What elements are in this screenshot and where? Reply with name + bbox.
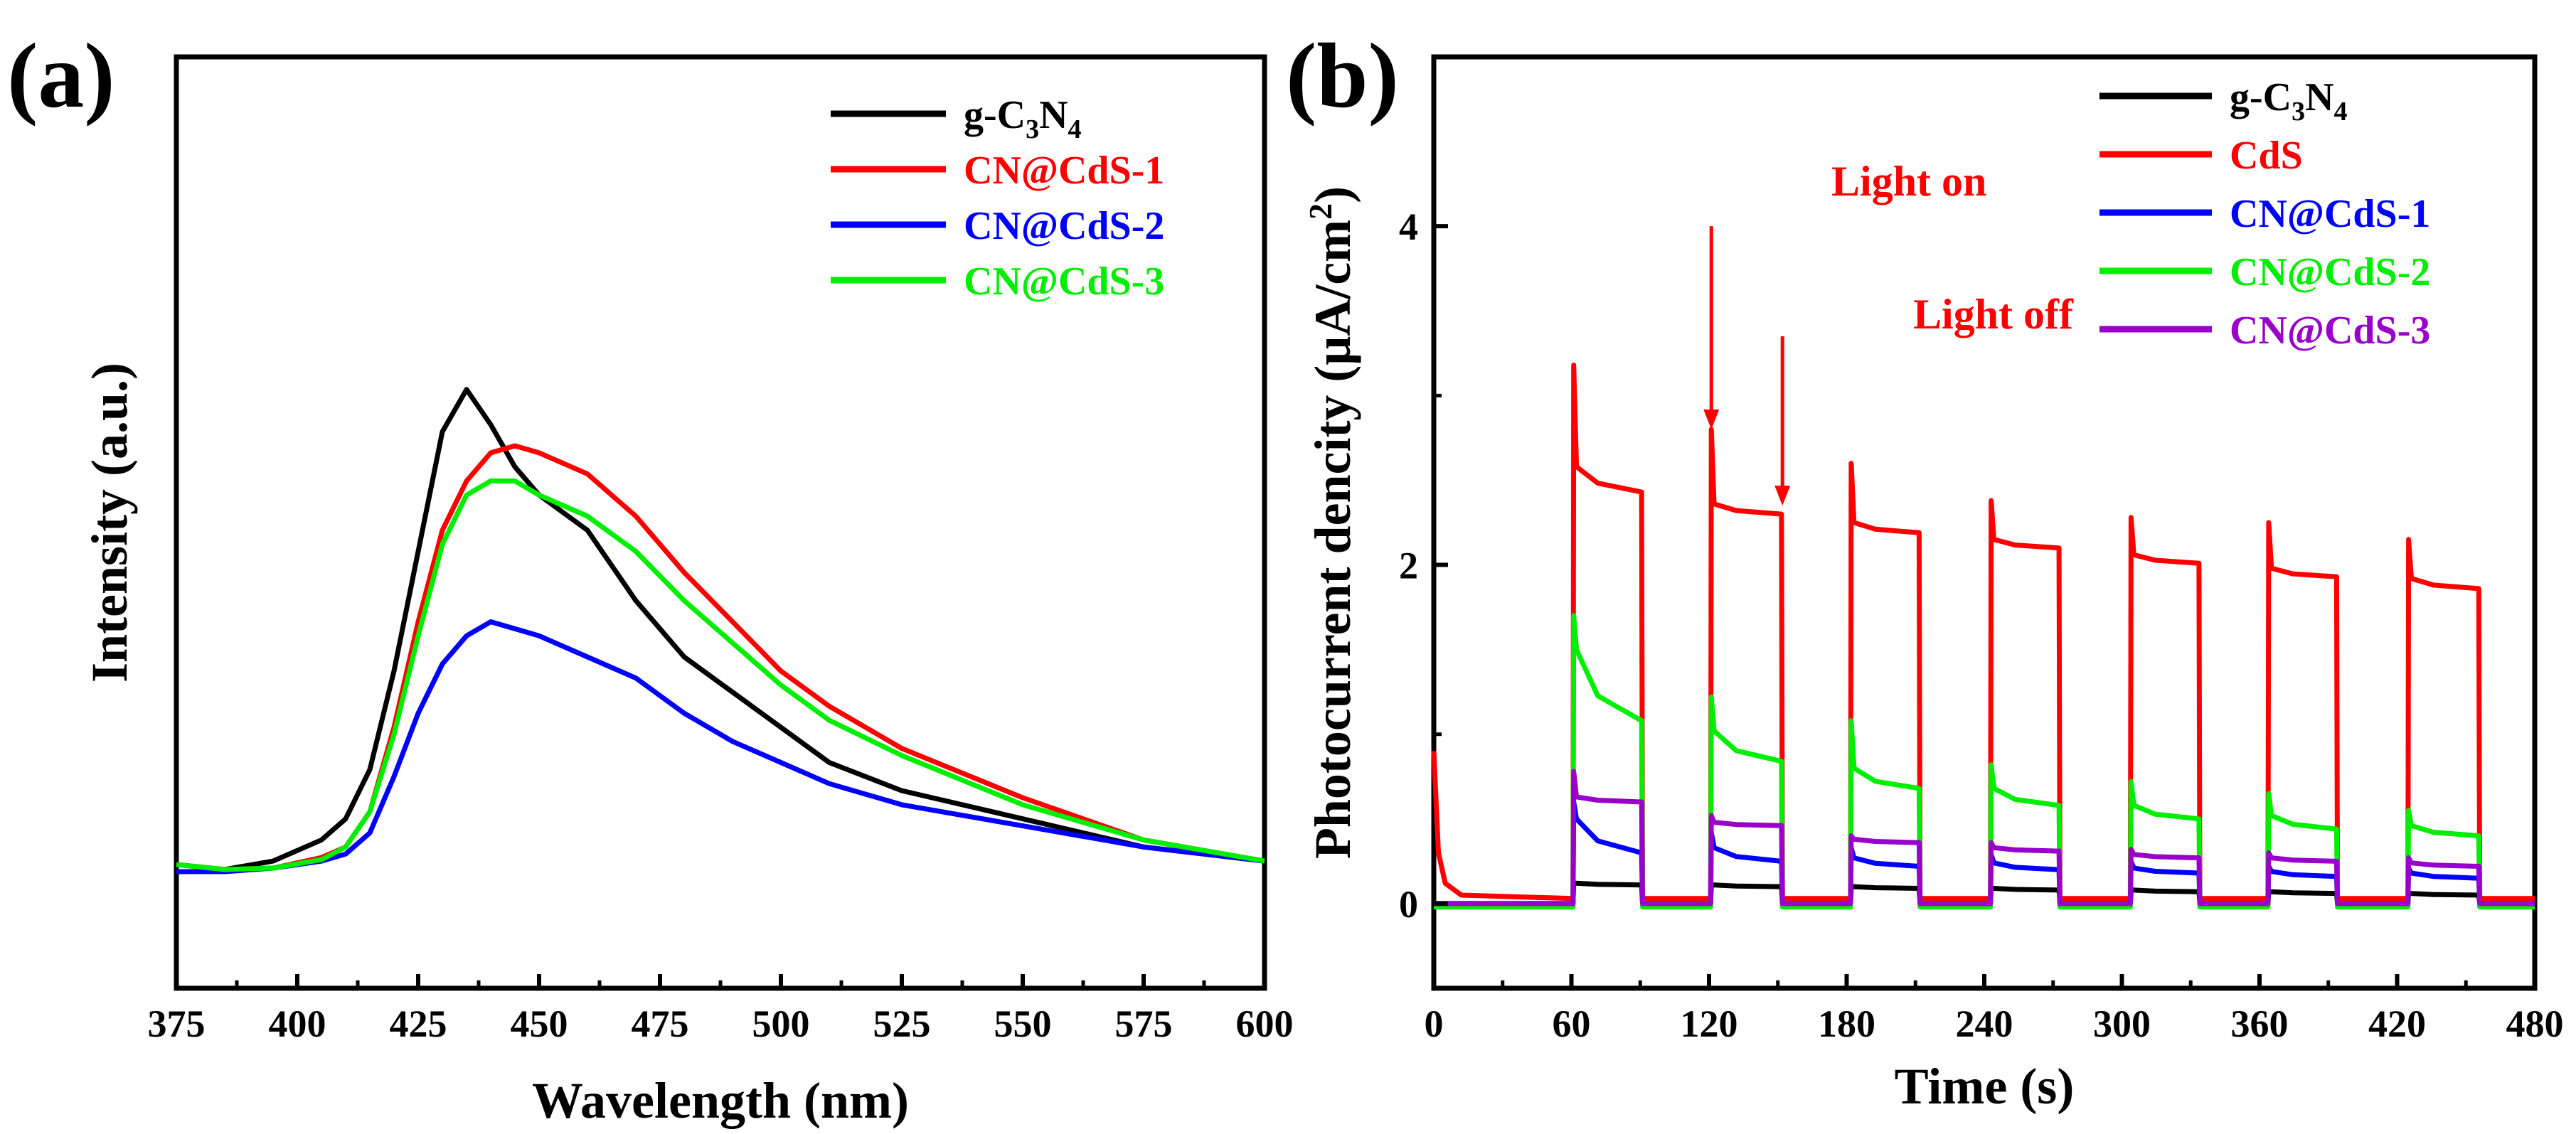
x-tick-label: 480	[2506, 1002, 2564, 1045]
series-line-cn-cds-1	[1434, 799, 2535, 906]
x-tick-label: 0	[1425, 1002, 1444, 1045]
series-line-cn-cds-2	[176, 619, 1265, 874]
y-axis-label-b-sup: 2	[1302, 203, 1338, 220]
x-ticks-a: 375 400 425 450 475 500 525 550 575 600	[148, 974, 1294, 1045]
annotations-b: Light on Light off	[1703, 158, 2074, 506]
x-tick-label: 375	[148, 1002, 206, 1045]
x-tick-label: 450	[511, 1002, 568, 1045]
annotation-light-on: Light on	[1831, 158, 1986, 205]
y-axis-label-b-close: )	[1304, 186, 1361, 203]
series-line-cds	[1431, 363, 2535, 902]
panel-b: (b) 0 60 120 180 240 300 360 420 480 0 2 4 Time (s…	[1286, 25, 2564, 1115]
x-tick-label: 550	[994, 1002, 1052, 1045]
legend-label-cn-cds-3: CN@CdS-3	[964, 260, 1164, 304]
x-tick-label: 60	[1553, 1002, 1591, 1045]
series-line-cn-cds-3	[176, 478, 1265, 872]
legend-label-cn-cds-2: CN@CdS-2	[964, 204, 1164, 248]
legend-label-g-c3n4: g-C3N4	[964, 93, 1082, 144]
x-tick-label: 360	[2231, 1002, 2289, 1045]
x-tick-label: 525	[873, 1002, 931, 1045]
x-tick-label: 180	[1818, 1002, 1875, 1045]
legend-label-cds: CdS	[2230, 134, 2303, 178]
panel-a: (a) 375 400 425 450 475 500 525 550 575 600 Wavel…	[7, 25, 1294, 1129]
legend-label-cn-cds-1: CN@CdS-1	[964, 149, 1164, 193]
y-axis-label-b: Photocurrent dencity (μA/cm2)	[1302, 186, 1361, 859]
y-axis-label-a: Intensity (a.u.)	[81, 363, 138, 683]
annotation-arrow-head	[1774, 486, 1791, 506]
x-ticks-b: 0 60 120 180 240 300 360 420 480	[1425, 974, 2564, 1045]
x-axis-label-a: Wavelength (nm)	[532, 1072, 909, 1129]
x-tick-label: 475	[632, 1002, 689, 1045]
x-axis-label-b: Time (s)	[1895, 1058, 2075, 1115]
legend-b: g-C3N4 CdS CN@CdS-1 CN@CdS-2 CN@CdS-3	[2099, 75, 2430, 353]
legend-label-cn-cds-1: CN@CdS-1	[2230, 192, 2430, 236]
y-axis-label-b-main: Photocurrent dencity (μA/cm	[1304, 220, 1361, 859]
series-lines-a	[176, 387, 1265, 874]
y-ticks-b: 0 2 4	[1399, 205, 1448, 926]
y-tick-label: 4	[1399, 205, 1418, 248]
annotation-light-off: Light off	[1913, 291, 2074, 338]
x-tick-label: 400	[269, 1002, 326, 1045]
x-tick-label: 420	[2368, 1002, 2426, 1045]
x-tick-label: 240	[1956, 1002, 2013, 1045]
panel-label-a: (a)	[7, 25, 115, 127]
legend-label-cn-cds-3: CN@CdS-3	[2230, 309, 2430, 353]
series-lines-b	[1431, 363, 2535, 910]
legend-a: g-C3N4 CN@CdS-1 CN@CdS-2 CN@CdS-3	[831, 93, 1164, 304]
x-tick-label: 500	[752, 1002, 810, 1045]
x-tick-label: 120	[1681, 1002, 1738, 1045]
series-line-cn-cds-1	[176, 443, 1265, 872]
x-tick-label: 600	[1236, 1002, 1294, 1045]
x-tick-label: 425	[390, 1002, 447, 1045]
legend-label-cn-cds-2: CN@CdS-2	[2230, 250, 2430, 294]
x-tick-label: 300	[2093, 1002, 2151, 1045]
panel-label-b: (b)	[1286, 25, 1399, 127]
y-tick-label: 0	[1399, 883, 1418, 926]
legend-label-g-c3n4: g-C3N4	[2230, 75, 2348, 127]
series-line-cn-cds-3	[1434, 769, 2535, 906]
y-tick-label: 2	[1399, 545, 1418, 587]
x-tick-label: 575	[1115, 1002, 1173, 1045]
series-line-g-c3n4	[176, 387, 1265, 872]
annotation-arrow-head	[1703, 410, 1720, 429]
series-line-cn-cds-2	[1434, 613, 2535, 910]
